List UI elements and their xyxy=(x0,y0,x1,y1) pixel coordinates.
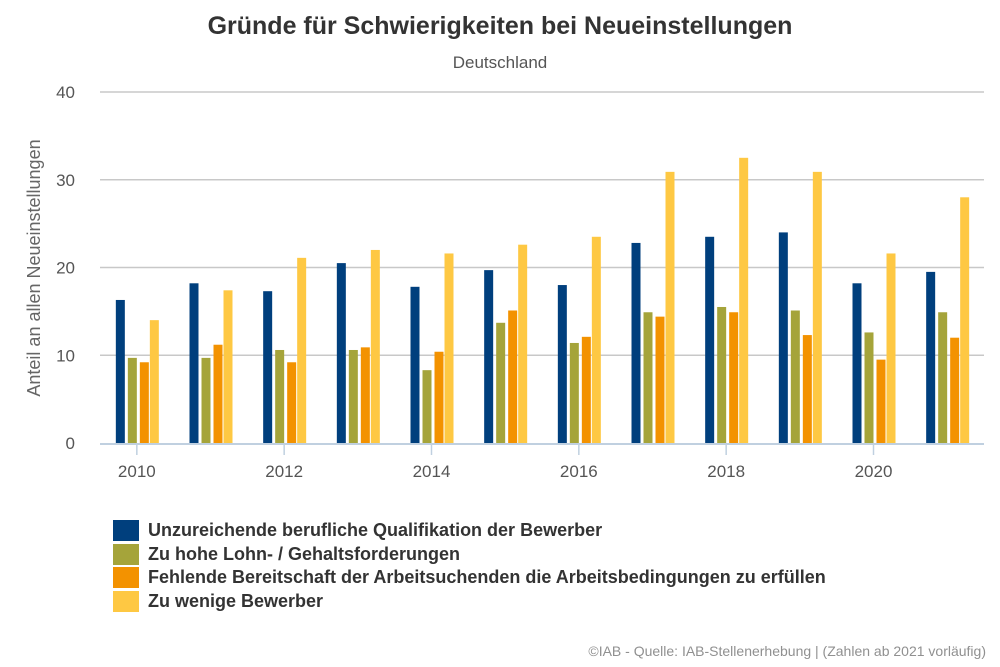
bar xyxy=(812,171,822,444)
bar xyxy=(508,310,518,443)
bar xyxy=(127,357,137,443)
bar xyxy=(591,236,601,443)
bar xyxy=(938,312,948,443)
bar xyxy=(149,320,159,443)
bar xyxy=(275,349,285,443)
bar xyxy=(886,253,896,443)
bar xyxy=(739,157,749,443)
bar xyxy=(655,316,665,443)
bar xyxy=(370,249,380,443)
bar-group-2010 xyxy=(115,299,159,443)
x-tick-label: 2020 xyxy=(855,462,893,481)
bar xyxy=(139,362,149,443)
legend-item[interactable]: Fehlende Bereitschaft der Arbeitsuchende… xyxy=(113,566,826,590)
bar xyxy=(790,310,800,443)
bar xyxy=(950,337,960,443)
bar xyxy=(960,197,970,443)
y-tick-label: 40 xyxy=(56,83,75,102)
y-tick-label: 20 xyxy=(56,259,75,278)
bar xyxy=(778,232,788,443)
bar-group-2012 xyxy=(263,257,307,443)
bar xyxy=(705,236,715,443)
bar xyxy=(496,322,506,443)
bar xyxy=(802,335,812,443)
bar xyxy=(201,357,211,443)
y-axis-label: Anteil an allen Neueinstellungen xyxy=(24,139,44,396)
bar-group-2016 xyxy=(557,236,601,443)
bar xyxy=(484,270,494,443)
y-tick-label: 30 xyxy=(56,171,75,190)
bar xyxy=(557,285,567,443)
bars xyxy=(115,157,970,444)
legend: Unzureichende berufliche Qualifikation d… xyxy=(113,519,826,613)
bar xyxy=(876,359,886,443)
y-tick-label: 10 xyxy=(56,346,75,365)
legend-label: Zu hohe Lohn- / Gehaltsforderungen xyxy=(148,543,460,564)
bar-group-2011 xyxy=(189,283,233,443)
bar-group-2017 xyxy=(631,171,675,444)
bar-chart: 0 10 20 30 40 2010 2012 2014 2016 2018 2020 Antei… xyxy=(24,83,984,481)
bar xyxy=(581,336,591,443)
bar xyxy=(434,351,444,443)
legend-item[interactable]: Unzureichende berufliche Qualifikation d… xyxy=(113,519,826,543)
bar-group-2018 xyxy=(705,157,749,443)
legend-label: Zu wenige Bewerber xyxy=(148,590,324,611)
bar xyxy=(643,312,653,443)
legend-swatch xyxy=(113,543,139,565)
bar xyxy=(189,283,199,443)
x-axis: 2010 2012 2014 2016 2018 2020 xyxy=(100,443,984,481)
bar xyxy=(422,370,432,443)
x-tick-label: 2010 xyxy=(118,462,156,481)
bar xyxy=(410,286,420,443)
bar xyxy=(631,242,641,443)
chart-subtitle: Deutschland xyxy=(452,53,548,72)
bar xyxy=(444,253,454,443)
y-tick-label: 0 xyxy=(66,434,75,453)
bar xyxy=(115,299,125,443)
bar-group-2014 xyxy=(410,253,454,443)
bar xyxy=(864,332,874,443)
bar-group-2021 xyxy=(926,197,970,443)
bar xyxy=(717,306,727,443)
bar xyxy=(360,347,370,443)
gridlines xyxy=(100,91,984,356)
x-tick-label: 2014 xyxy=(413,462,451,481)
bar xyxy=(926,271,936,443)
bar xyxy=(569,342,579,443)
x-tick-label: 2018 xyxy=(707,462,745,481)
legend-swatch xyxy=(113,590,139,612)
chart-title: Gründe für Schwierigkeiten bei Neueinste… xyxy=(207,12,793,40)
bar xyxy=(223,290,233,443)
legend-swatch xyxy=(113,567,139,589)
legend-item[interactable]: Zu hohe Lohn- / Gehaltsforderungen xyxy=(113,543,826,567)
legend-item[interactable]: Zu wenige Bewerber xyxy=(113,590,826,614)
bar-group-2020 xyxy=(852,253,896,443)
bar xyxy=(729,312,739,443)
bar-group-2013 xyxy=(336,249,380,443)
x-tick-label: 2016 xyxy=(560,462,598,481)
legend-label: Fehlende Bereitschaft der Arbeitsuchende… xyxy=(148,567,826,588)
legend-swatch xyxy=(113,520,139,542)
bar xyxy=(665,171,675,444)
bar xyxy=(213,344,223,443)
bar xyxy=(297,257,307,443)
bar xyxy=(852,283,862,443)
bar-group-2019 xyxy=(778,171,822,444)
bar xyxy=(263,291,273,443)
credits[interactable]: ©IAB - Quelle: IAB-Stellenerhebung | (Za… xyxy=(588,643,986,659)
bar-group-2015 xyxy=(484,244,528,443)
legend-label: Unzureichende berufliche Qualifikation d… xyxy=(148,520,603,541)
x-tick-label: 2012 xyxy=(265,462,303,481)
bar xyxy=(287,362,297,443)
bar xyxy=(336,263,346,443)
bar xyxy=(348,349,358,443)
y-axis-ticks: 0 10 20 30 40 xyxy=(56,83,75,453)
bar xyxy=(518,244,528,443)
